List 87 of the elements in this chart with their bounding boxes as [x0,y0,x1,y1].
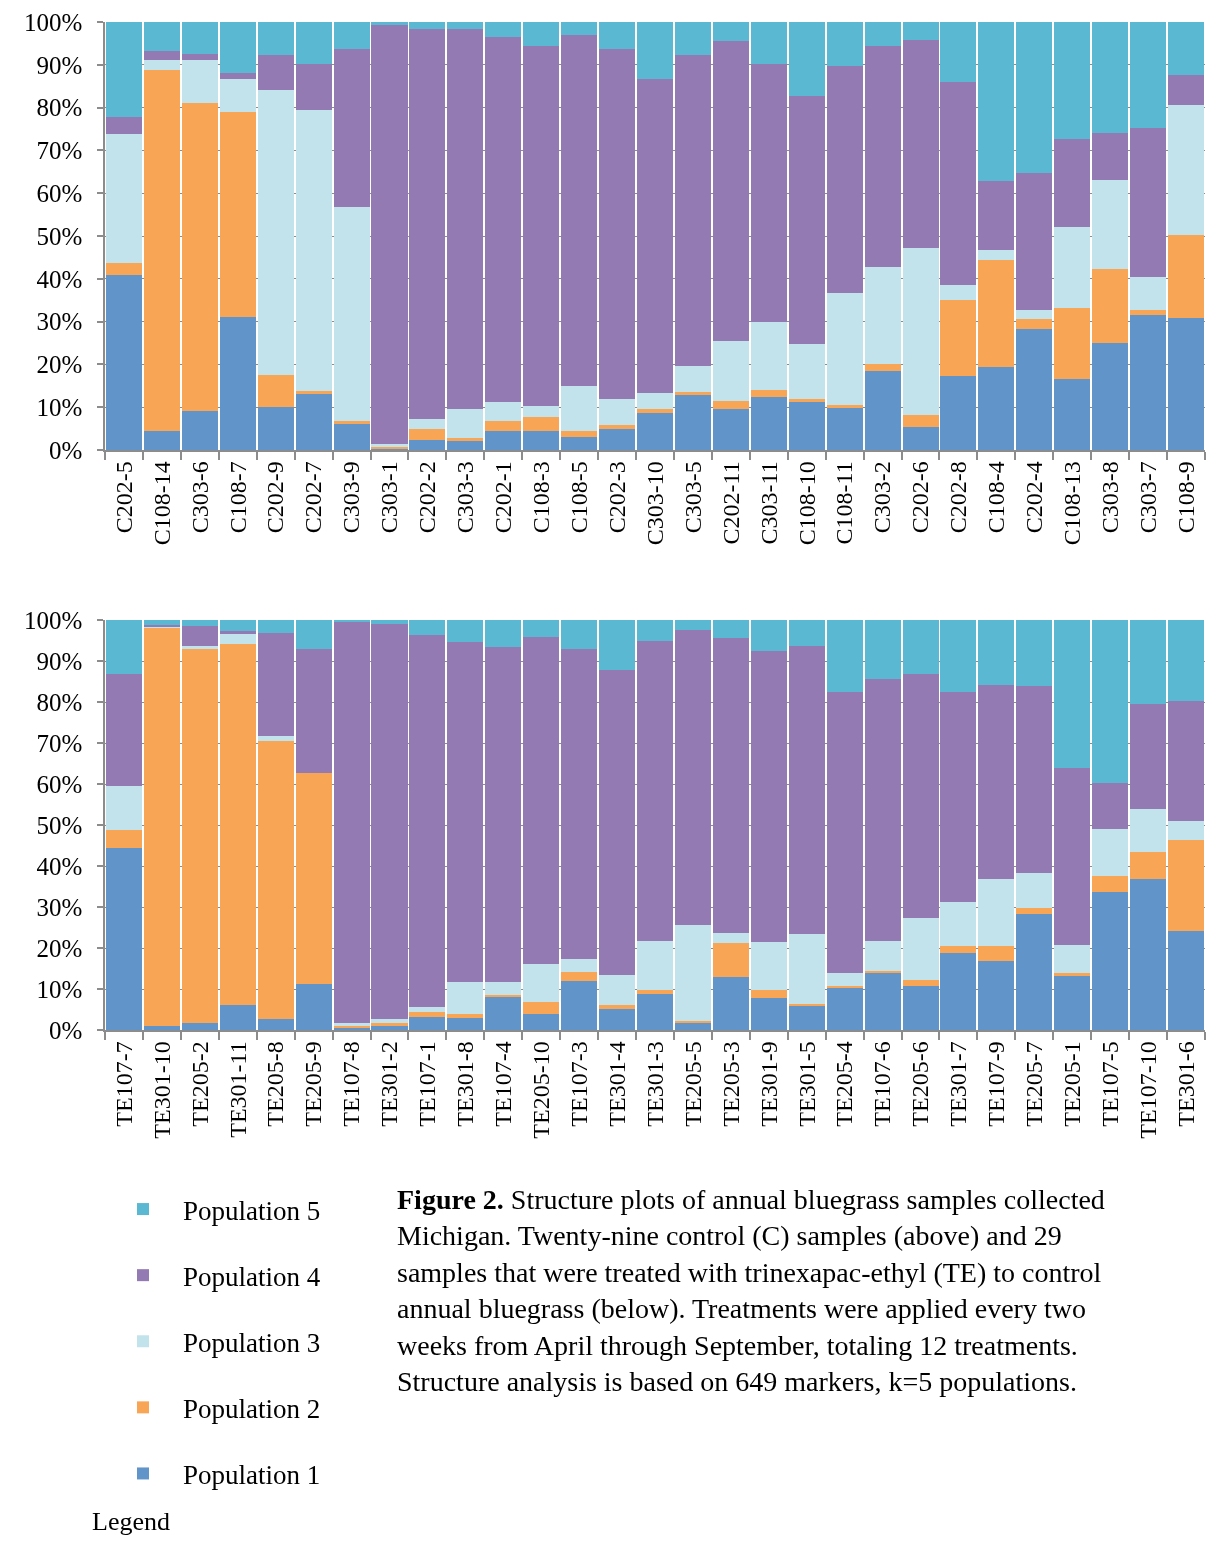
x-tick-label: C202-7 [300,461,327,534]
x-tick-label: TE205-8 [262,1041,289,1127]
y-tick-label: 40% [36,852,83,880]
y-tick-label: 0% [48,1016,83,1044]
y-tick-label: 30% [36,308,83,336]
y-tick-label: 10% [36,975,83,1003]
x-tick-label: C108-11 [831,461,858,545]
x-tick-label: C202-9 [262,461,289,534]
y-tick-label: 70% [36,137,83,165]
x-tick-label: TE107-9 [983,1041,1010,1127]
x-tick-label: TE107-5 [1096,1041,1123,1127]
y-tick-label: 100% [23,8,83,36]
x-tick-label: C202-2 [414,461,441,534]
y-tick-label: 30% [36,893,83,921]
x-tick-label: TE107-8 [338,1041,365,1127]
y-tick-label: 90% [36,51,83,79]
y-tick-label: 50% [36,222,83,250]
x-tick-label: C303-7 [1134,461,1161,534]
x-tick-label: TE107-10 [1134,1041,1161,1139]
x-tick-label: C202-5 [110,461,137,534]
x-tick-label: C202-6 [907,461,934,534]
x-tick-label: C303-3 [452,461,479,534]
y-tick-label: 100% [23,606,83,634]
x-tick-label: C303-8 [1096,461,1123,534]
x-tick-label: TE301-2 [376,1041,403,1127]
x-tick-label: TE301-7 [945,1041,972,1127]
x-tick-label: TE205-3 [717,1041,744,1127]
x-tick-label: TE205-5 [679,1041,706,1127]
legend-title: Legend [92,1507,170,1536]
x-tick-label: C108-13 [1059,461,1086,546]
y-tick-label: 80% [36,94,83,122]
x-tick-label: TE107-7 [110,1041,137,1127]
x-tick-label: C108-4 [983,461,1010,534]
y-tick-label: 60% [36,770,83,798]
x-tick-label: C108-3 [528,461,555,534]
x-tick-label: C108-9 [1172,461,1199,534]
x-tick-label: C202-3 [603,461,630,534]
x-tick-label: TE301-11 [224,1041,251,1138]
y-tick-label: 0% [48,436,83,464]
x-tick-label: C202-1 [490,461,517,534]
x-tick-label: TE205-10 [528,1041,555,1139]
y-tick-label: 90% [36,647,83,675]
y-tick-label: 20% [36,934,83,962]
x-tick-label: C303-10 [641,461,668,546]
x-tick-label: C303-6 [186,461,213,534]
x-tick-label: C202-4 [1021,461,1048,534]
x-tick-label: C303-9 [338,461,365,534]
caption: Figure 2. [397,1184,504,1215]
x-tick-label: TE301-3 [641,1041,668,1127]
y-tick-label: 60% [36,179,83,207]
x-tick-label: TE107-3 [565,1041,592,1127]
legend-label: Population 4 [183,1261,321,1292]
legend-label: Population 2 [183,1393,321,1424]
legend-label: Population 5 [183,1195,321,1226]
x-tick-label: TE107-4 [490,1041,517,1127]
x-tick-label: TE301-9 [755,1041,782,1127]
x-tick-label: C202-8 [945,461,972,534]
x-tick-label: TE107-6 [869,1041,896,1127]
x-tick-label: TE205-6 [907,1041,934,1127]
x-tick-label: C108-10 [793,461,820,546]
x-tick-label: TE301-4 [603,1041,630,1127]
x-tick-label: TE205-9 [300,1041,327,1127]
x-tick-label: TE301-8 [452,1041,479,1127]
x-tick-label: TE205-4 [831,1041,858,1127]
y-tick-label: 70% [36,729,83,757]
x-tick-label: TE301-6 [1172,1041,1199,1127]
x-tick-label: TE205-2 [186,1041,213,1127]
y-tick-label: 10% [36,393,83,421]
x-tick-label: C303-5 [679,461,706,534]
y-tick-label: 20% [36,351,83,379]
x-tick-label: TE301-5 [793,1041,820,1127]
x-tick-label: TE301-10 [148,1041,175,1139]
x-tick-label: TE107-1 [414,1041,441,1127]
legend-label: Population 1 [183,1459,321,1490]
x-tick-label: C202-11 [717,461,744,545]
y-tick-label: 80% [36,688,83,716]
x-tick-label: TE205-1 [1059,1041,1086,1127]
x-tick-label: C303-11 [755,461,782,545]
x-tick-label: C108-7 [224,461,251,534]
x-tick-label: C108-5 [565,461,592,534]
x-tick-label: C303-1 [376,461,403,534]
x-tick-label: C108-14 [148,461,175,546]
x-tick-label: C303-2 [869,461,896,534]
y-tick-label: 40% [36,265,83,293]
y-tick-label: 50% [36,811,83,839]
legend-label: Population 3 [183,1327,321,1358]
x-tick-label: TE205-7 [1021,1041,1048,1127]
